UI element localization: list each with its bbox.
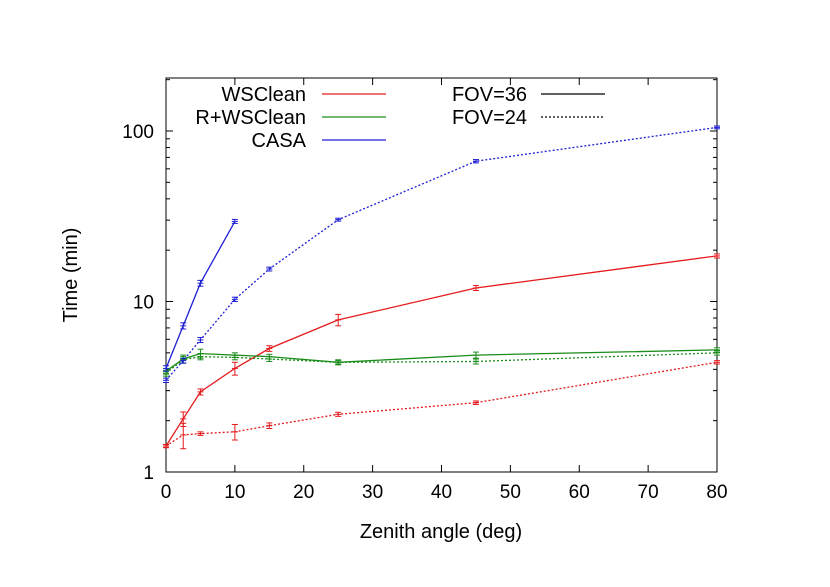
series-wsclean-solid: [163, 253, 720, 449]
y-tick-label: 10: [133, 293, 154, 314]
series-casa-dotted: [163, 125, 720, 383]
series-line: [165, 221, 236, 369]
y-tick-label: 100: [122, 122, 154, 143]
series-line: [165, 126, 718, 381]
series-line: [165, 352, 718, 374]
legend-label: FOV=36: [452, 84, 527, 106]
y-tick-label: 1: [143, 463, 154, 484]
legend-label: WSClean: [222, 84, 306, 106]
x-tick-label: 20: [293, 482, 314, 503]
x-tick-label: 60: [569, 482, 590, 503]
tick-labels: 0 10 20 30 40 50 60 70 80 1 10 100: [122, 122, 727, 503]
series-r-wsclean-dotted: [163, 350, 720, 377]
x-tick-label: 0: [161, 482, 172, 503]
legend-label: R+WSClean: [195, 107, 306, 129]
x-axis-title: Zenith angle (deg): [360, 521, 522, 543]
x-tick-label: 70: [638, 482, 659, 503]
series-line: [165, 361, 718, 447]
series-wsclean-dotted: [163, 360, 720, 450]
x-tick-label: 40: [431, 482, 452, 503]
series-casa-solid: [163, 218, 238, 372]
axis-ticks: [165, 78, 718, 473]
x-tick-label: 80: [706, 482, 727, 503]
y-axis-title: Time (min): [60, 228, 82, 323]
series-layer: [163, 125, 720, 450]
series-line: [165, 255, 718, 447]
legend-label: FOV=24: [452, 107, 527, 129]
x-tick-label: 50: [500, 482, 521, 503]
x-tick-label: 10: [224, 482, 245, 503]
legend-label: CASA: [252, 130, 307, 152]
plot-frame: [165, 77, 718, 473]
x-tick-label: 30: [362, 482, 383, 503]
